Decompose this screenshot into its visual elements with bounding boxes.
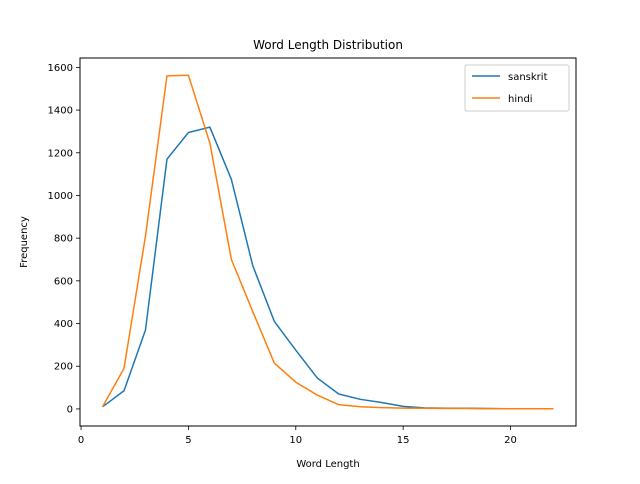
- legend-label-hindi: hindi: [508, 94, 533, 105]
- x-tick-label: 0: [78, 435, 84, 446]
- x-axis-label: Word Length: [296, 459, 359, 470]
- x-tick-label: 20: [504, 435, 517, 446]
- y-tick-label: 0: [67, 404, 73, 415]
- plot-area-frame: [79, 57, 577, 427]
- y-tick-label: 600: [54, 276, 73, 287]
- y-axis-ticks: 0 200 400 600 800 1000 1200 1400 1600: [48, 63, 80, 415]
- legend-label-sanskrit: sanskrit: [508, 72, 548, 83]
- x-tick-label: 15: [397, 435, 410, 446]
- y-tick-label: 1200: [48, 148, 73, 159]
- legend: sanskrit hindi: [464, 64, 570, 112]
- series-line-hindi: [101, 74, 554, 410]
- y-axis-label: Frequency: [19, 216, 30, 268]
- x-axis-ticks: 0 5 10 15 20: [78, 426, 517, 446]
- x-tick-label: 5: [185, 435, 191, 446]
- y-tick-label: 400: [54, 319, 73, 330]
- y-tick-label: 800: [54, 234, 73, 245]
- y-tick-label: 200: [54, 362, 73, 373]
- chart-title: Word Length Distribution: [253, 38, 403, 52]
- y-tick-label: 1600: [48, 63, 73, 74]
- plot-lines: [101, 74, 554, 410]
- y-tick-label: 1400: [48, 106, 73, 117]
- x-tick-label: 10: [289, 435, 302, 446]
- y-tick-label: 1000: [48, 191, 73, 202]
